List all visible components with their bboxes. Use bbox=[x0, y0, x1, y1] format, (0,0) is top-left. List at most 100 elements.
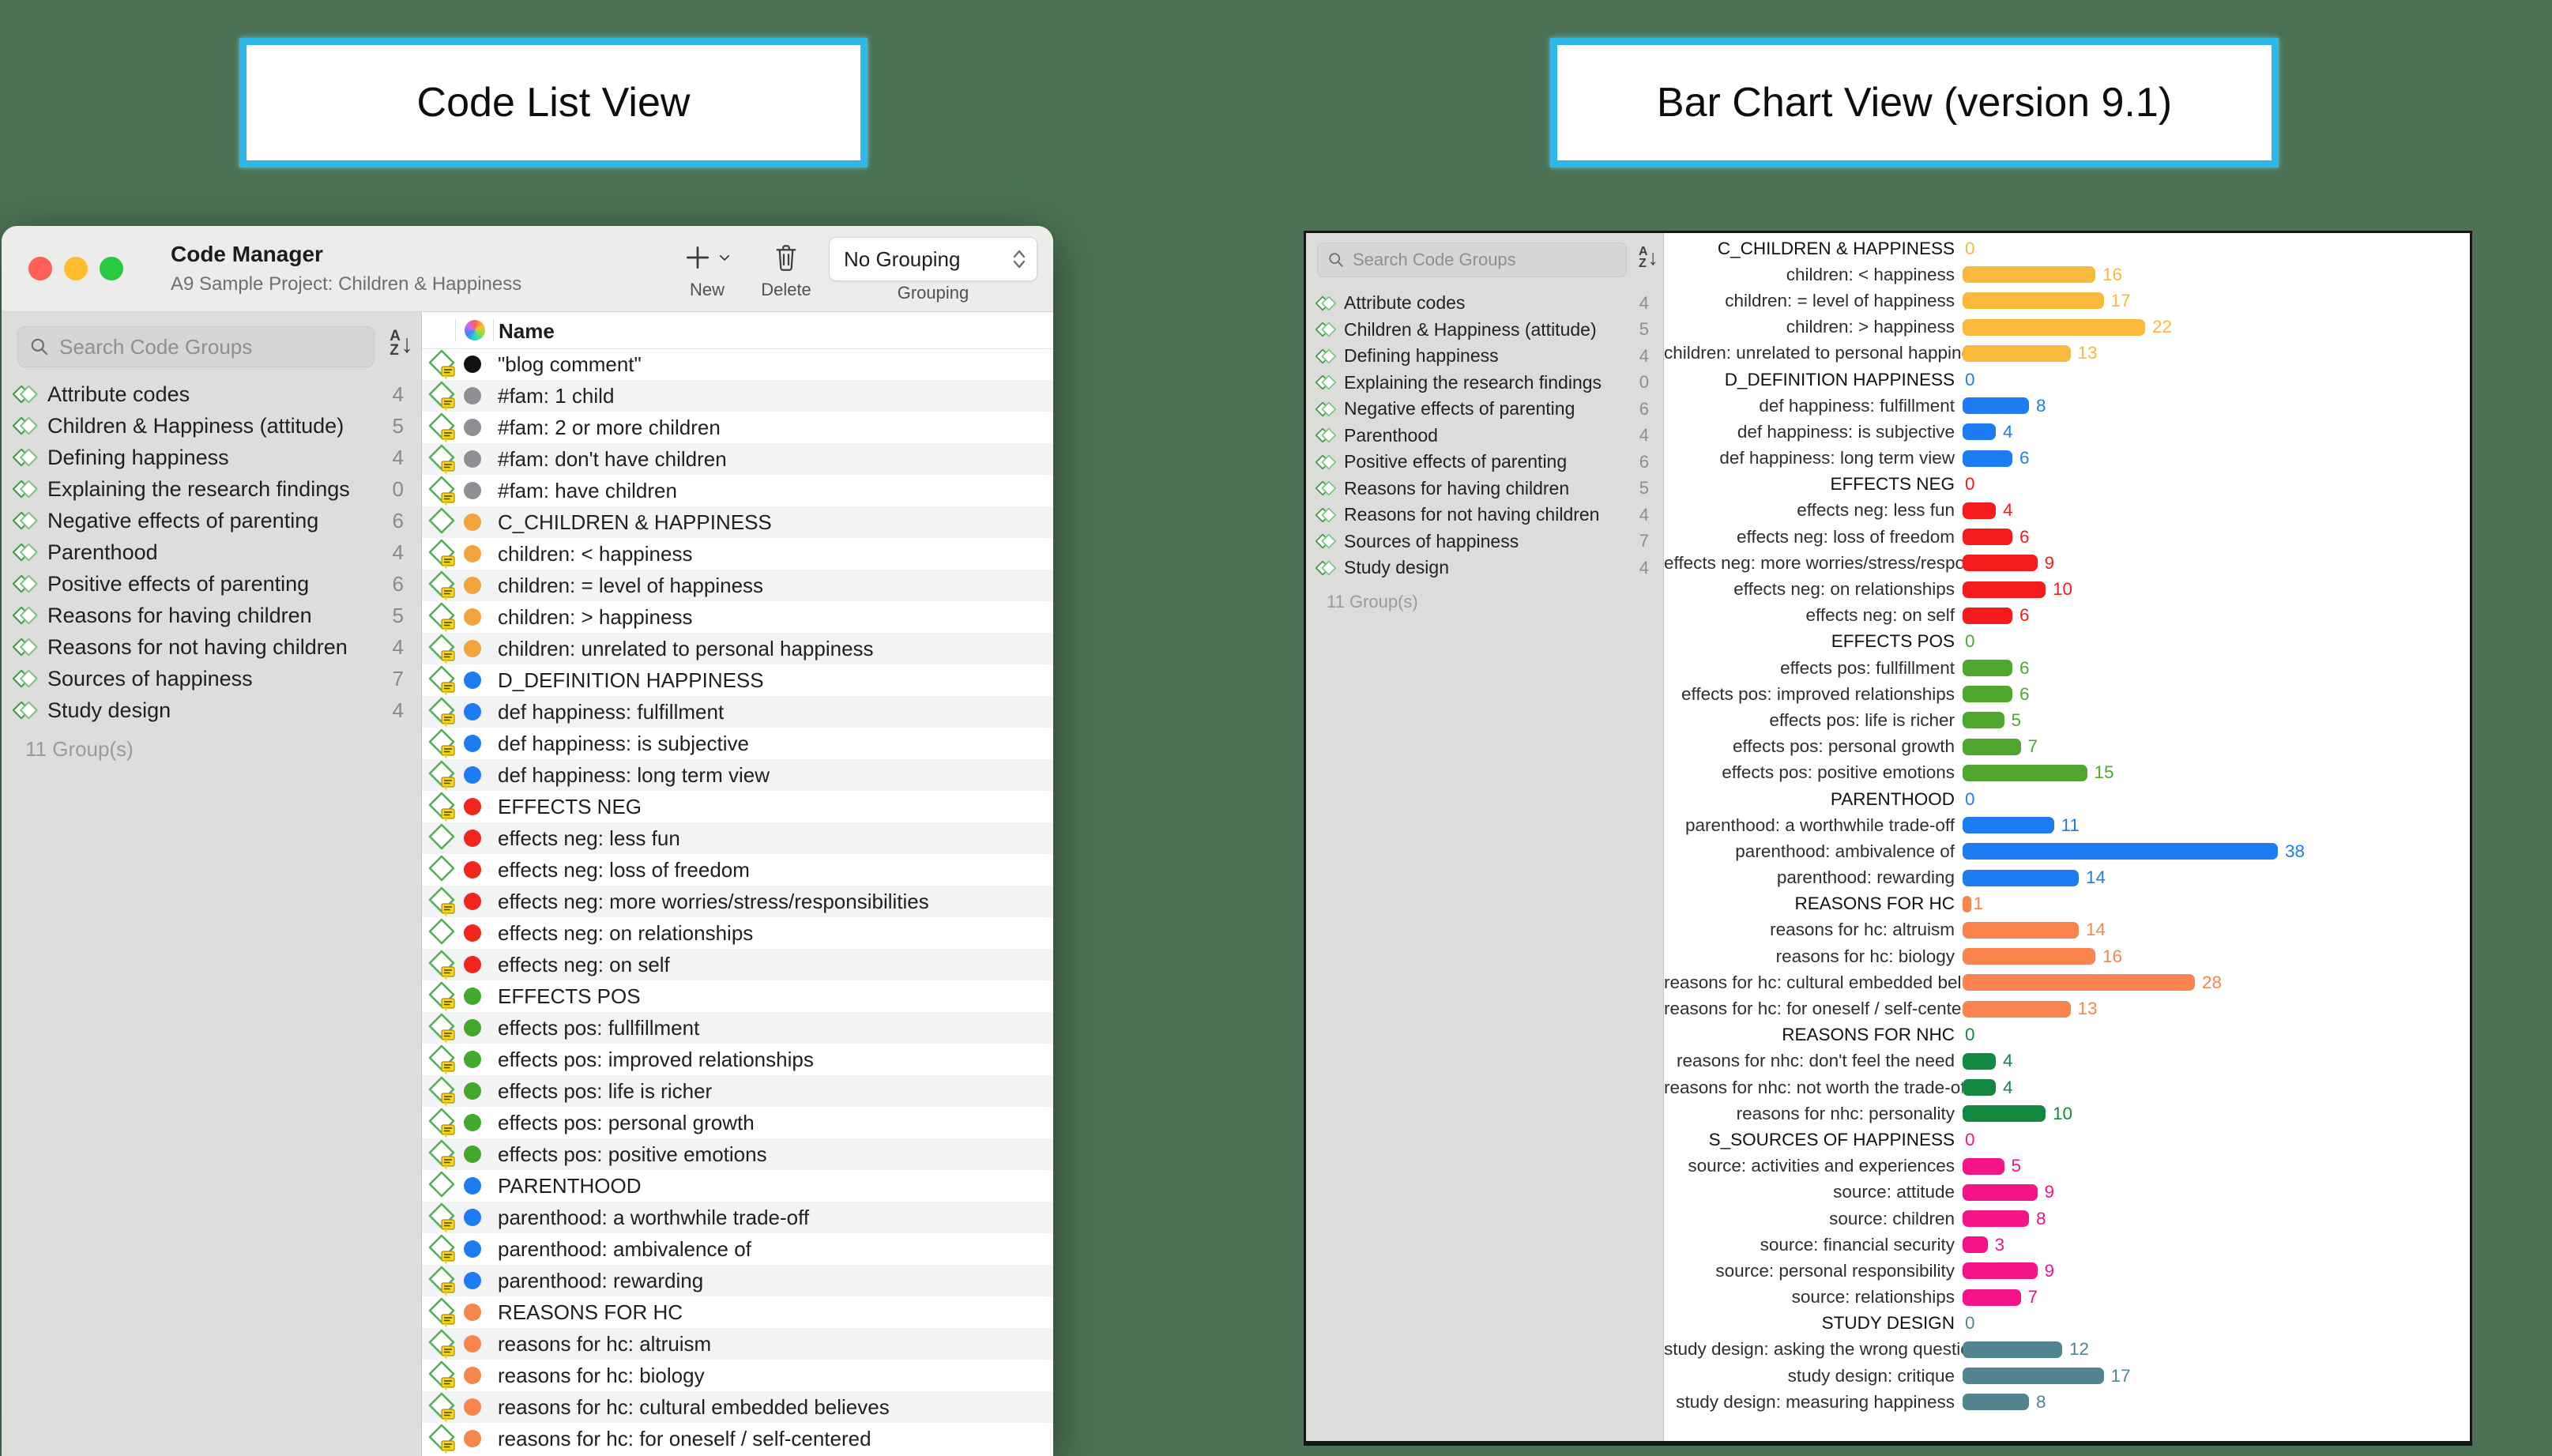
search-code-groups-field[interactable] bbox=[1317, 243, 1627, 277]
code-row[interactable]: def happiness: fulfillment bbox=[422, 696, 1053, 728]
chart-row[interactable]: source: activities and experiences 5 bbox=[1664, 1153, 2470, 1179]
chart-bar[interactable] bbox=[1963, 450, 2012, 467]
chart-row[interactable]: effects pos: improved relationships 6 bbox=[1664, 681, 2470, 707]
chart-bar[interactable] bbox=[1963, 318, 2145, 336]
chart-bar[interactable] bbox=[1963, 660, 2012, 677]
chart-row[interactable]: source: financial security 3 bbox=[1664, 1232, 2470, 1258]
chart-row[interactable]: children: < happiness 16 bbox=[1664, 261, 2470, 288]
chart-bar[interactable] bbox=[1963, 344, 2071, 362]
chart-row[interactable]: effects pos: personal growth 7 bbox=[1664, 734, 2470, 760]
chart-row[interactable]: def happiness: long term view 6 bbox=[1664, 446, 2470, 472]
chart-bar[interactable] bbox=[1963, 895, 1971, 912]
code-group-row[interactable]: Explaining the research findings 0 bbox=[1306, 370, 1663, 397]
chart-row[interactable]: reasons for hc: altruism 14 bbox=[1664, 917, 2470, 943]
chart-row[interactable]: source: relationships 7 bbox=[1664, 1285, 2470, 1311]
chart-bar[interactable] bbox=[1963, 581, 2046, 598]
chart-row[interactable]: reasons for hc: cultural embedded beli..… bbox=[1664, 969, 2470, 995]
chart-row[interactable]: reasons for hc: biology 16 bbox=[1664, 943, 2470, 969]
chart-row[interactable]: effects pos: life is richer 5 bbox=[1664, 707, 2470, 733]
chart-row[interactable]: study design: measuring happiness 8 bbox=[1664, 1389, 2470, 1415]
chart-row[interactable]: children: unrelated to personal happine.… bbox=[1664, 340, 2470, 367]
chart-bar[interactable] bbox=[1963, 686, 2012, 703]
code-group-row[interactable]: Parenthood 4 bbox=[2, 536, 421, 568]
chart-bar[interactable] bbox=[1963, 1079, 1996, 1097]
chart-row[interactable]: EFFECTS POS 0 bbox=[1664, 629, 2470, 655]
chart-bar[interactable] bbox=[1963, 502, 1996, 519]
sort-az-button[interactable]: A Z ↓ bbox=[1638, 245, 1658, 271]
code-row[interactable]: #fam: don't have children bbox=[422, 443, 1053, 475]
delete-code-button[interactable]: Delete bbox=[751, 237, 822, 300]
chart-row[interactable]: effects neg: less fun 4 bbox=[1664, 498, 2470, 524]
code-row[interactable]: reasons for hc: for oneself / self-cente… bbox=[422, 1423, 1053, 1454]
chart-bar[interactable] bbox=[1963, 1341, 2062, 1358]
chart-row[interactable]: effects neg: on relationships 10 bbox=[1664, 576, 2470, 602]
chart-bar[interactable] bbox=[1963, 1289, 2021, 1306]
new-code-button[interactable]: New bbox=[664, 237, 751, 300]
color-column-icon[interactable] bbox=[465, 320, 485, 340]
name-column-header[interactable]: Name bbox=[499, 319, 555, 343]
chart-bar[interactable] bbox=[1963, 1157, 2004, 1175]
code-group-row[interactable]: Sources of happiness 7 bbox=[2, 663, 421, 694]
code-group-row[interactable]: Parenthood 4 bbox=[1306, 423, 1663, 450]
code-row[interactable]: EFFECTS POS bbox=[422, 980, 1053, 1012]
code-group-row[interactable]: Attribute codes 4 bbox=[2, 378, 421, 410]
code-group-row[interactable]: Defining happiness 4 bbox=[2, 442, 421, 473]
chart-bar[interactable] bbox=[1963, 738, 2021, 755]
chart-bar[interactable] bbox=[1963, 712, 2004, 729]
chart-bar[interactable] bbox=[1963, 948, 2095, 965]
chart-row[interactable]: parenthood: a worthwhile trade-off 11 bbox=[1664, 812, 2470, 838]
chart-row[interactable]: study design: critique 17 bbox=[1664, 1363, 2470, 1389]
chart-row[interactable]: source: children 8 bbox=[1664, 1206, 2470, 1232]
code-group-row[interactable]: Study design 4 bbox=[1306, 555, 1663, 581]
chart-bar[interactable] bbox=[1963, 266, 2095, 284]
code-group-row[interactable]: Reasons for not having children 4 bbox=[2, 631, 421, 663]
code-row[interactable]: children: = level of happiness bbox=[422, 570, 1053, 601]
chart-bar[interactable] bbox=[1963, 1394, 2029, 1411]
chart-bar[interactable] bbox=[1963, 1236, 1988, 1254]
code-group-row[interactable]: Sources of happiness 7 bbox=[1306, 529, 1663, 555]
code-row[interactable]: #fam: 2 or more children bbox=[422, 412, 1053, 443]
code-row[interactable]: REASONS FOR HC bbox=[422, 1296, 1053, 1328]
chart-bar[interactable] bbox=[1963, 869, 2079, 886]
chart-bar[interactable] bbox=[1963, 423, 1996, 441]
chart-row[interactable]: REASONS FOR HC 1 bbox=[1664, 891, 2470, 917]
chart-bar[interactable] bbox=[1963, 1183, 2038, 1201]
code-row[interactable]: parenthood: a worthwhile trade-off bbox=[422, 1202, 1053, 1233]
code-group-row[interactable]: Negative effects of parenting 6 bbox=[2, 505, 421, 536]
grouping-select[interactable]: No Grouping bbox=[829, 237, 1037, 281]
chart-row[interactable]: effects neg: more worries/stress/respo..… bbox=[1664, 550, 2470, 576]
chart-row[interactable]: effects neg: on self 6 bbox=[1664, 603, 2470, 629]
code-row[interactable]: def happiness: long term view bbox=[422, 759, 1053, 791]
chart-row[interactable]: C_CHILDREN & HAPPINESS 0 bbox=[1664, 235, 2470, 261]
sort-az-button[interactable]: A Z ↓ bbox=[390, 328, 413, 359]
chart-row[interactable]: def happiness: is subjective 4 bbox=[1664, 419, 2470, 445]
chart-row[interactable]: parenthood: ambivalence of 38 bbox=[1664, 838, 2470, 864]
code-row[interactable]: reasons for hc: cultural embedded believ… bbox=[422, 1391, 1053, 1423]
chart-bar[interactable] bbox=[1963, 974, 2195, 991]
code-group-row[interactable]: Explaining the research findings 0 bbox=[2, 473, 421, 505]
code-row[interactable]: EFFECTS NEG bbox=[422, 791, 1053, 822]
chart-row[interactable]: effects pos: positive emotions 15 bbox=[1664, 760, 2470, 786]
chart-row[interactable]: S_SOURCES OF HAPPINESS 0 bbox=[1664, 1127, 2470, 1153]
code-row[interactable]: children: < happiness bbox=[422, 538, 1053, 570]
code-row[interactable]: effects neg: more worries/stress/respons… bbox=[422, 886, 1053, 917]
chart-bar[interactable] bbox=[1963, 529, 2012, 546]
code-row[interactable]: reasons for hc: biology bbox=[422, 1360, 1053, 1391]
chart-row[interactable]: parenthood: rewarding 14 bbox=[1664, 865, 2470, 891]
code-group-row[interactable]: Children & Happiness (attitude) 5 bbox=[2, 410, 421, 442]
code-group-row[interactable]: Positive effects of parenting 6 bbox=[2, 568, 421, 600]
code-row[interactable]: C_CHILDREN & HAPPINESS bbox=[422, 506, 1053, 538]
code-row[interactable]: effects pos: improved relationships bbox=[422, 1044, 1053, 1075]
minimize-button[interactable] bbox=[64, 257, 88, 280]
chart-row[interactable]: STUDY DESIGN 0 bbox=[1664, 1311, 2470, 1337]
chart-row[interactable]: effects neg: loss of freedom 6 bbox=[1664, 524, 2470, 550]
chart-row[interactable]: study design: asking the wrong question … bbox=[1664, 1337, 2470, 1363]
search-input[interactable] bbox=[58, 333, 363, 360]
code-row[interactable]: effects neg: on self bbox=[422, 949, 1053, 980]
code-row[interactable]: parenthood: ambivalence of bbox=[422, 1233, 1053, 1265]
chart-row[interactable]: REASONS FOR NHC 0 bbox=[1664, 1022, 2470, 1048]
chart-bar[interactable] bbox=[1963, 1105, 2046, 1123]
chart-row[interactable]: effects pos: fullfillment 6 bbox=[1664, 655, 2470, 681]
chart-row[interactable]: source: attitude 9 bbox=[1664, 1179, 2470, 1206]
chart-row[interactable]: reasons for nhc: not worth the trade-off… bbox=[1664, 1074, 2470, 1100]
